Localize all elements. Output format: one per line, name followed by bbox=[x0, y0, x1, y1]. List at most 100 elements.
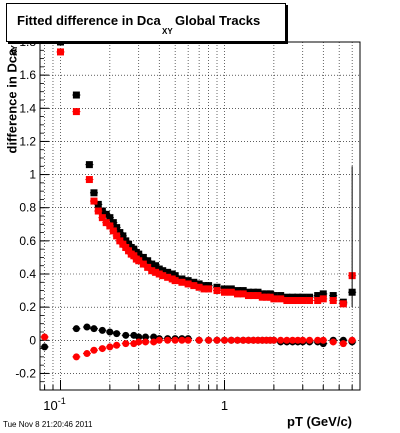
series-group bbox=[40, 35, 357, 308]
x-tick-labels: 10-1 1 bbox=[43, 396, 228, 413]
data-point-circle bbox=[277, 336, 285, 344]
data-point-circle bbox=[221, 336, 229, 344]
data-point-square bbox=[56, 38, 64, 46]
y-tick-label: 0.2 bbox=[19, 300, 36, 314]
data-point-circle bbox=[90, 325, 98, 333]
data-point-square bbox=[314, 292, 322, 300]
data-point-circle bbox=[164, 336, 172, 344]
data-point-circle bbox=[72, 353, 80, 361]
data-point-circle bbox=[294, 336, 302, 344]
data-point-square bbox=[171, 277, 179, 285]
data-point-circle bbox=[83, 350, 91, 358]
data-point-square bbox=[319, 290, 327, 298]
data-point-circle bbox=[329, 338, 337, 346]
data-point-square bbox=[94, 200, 102, 208]
data-point-square bbox=[90, 189, 98, 197]
y-tick-label: 0.6 bbox=[19, 234, 36, 248]
data-point-square bbox=[266, 293, 274, 301]
y-tick-label: 1.6 bbox=[19, 68, 36, 82]
data-point-square bbox=[94, 207, 102, 215]
data-point-square bbox=[102, 210, 110, 218]
data-point-square bbox=[98, 207, 106, 215]
data-point-square bbox=[329, 292, 337, 300]
data-point-square bbox=[289, 297, 297, 305]
y-tick-label: 0.8 bbox=[19, 201, 36, 215]
data-point-circle bbox=[135, 333, 143, 341]
data-point-circle bbox=[171, 336, 179, 344]
x-axis-label: pT (GeV/c) bbox=[287, 414, 353, 429]
data-point-circle bbox=[195, 336, 203, 344]
data-point-square bbox=[258, 293, 266, 301]
data-point-circle bbox=[270, 336, 278, 344]
data-point-circle bbox=[142, 338, 150, 346]
data-point-square bbox=[239, 290, 247, 298]
data-point-square bbox=[72, 91, 80, 99]
y-axis-label-subscript: XY bbox=[9, 45, 19, 56]
data-point-circle bbox=[289, 336, 297, 344]
title-subscript: XY bbox=[162, 27, 173, 36]
data-point-square bbox=[56, 48, 64, 56]
data-point-circle bbox=[142, 333, 150, 341]
data-point-square bbox=[144, 257, 152, 265]
data-point-square bbox=[249, 292, 257, 300]
data-point-circle bbox=[213, 336, 221, 344]
data-point-circle bbox=[41, 333, 49, 341]
data-point-circle bbox=[106, 343, 114, 351]
data-point-square bbox=[102, 219, 110, 227]
data-point-square bbox=[190, 282, 198, 290]
y-tick-label: 1 bbox=[29, 168, 36, 182]
y-tick-labels: -0.200.20.40.60.811.21.41.61.8 bbox=[15, 35, 36, 380]
data-point-square bbox=[299, 297, 307, 305]
data-point-circle bbox=[314, 336, 322, 344]
timestamp-footer: Tue Nov 8 21:20:46 2011 bbox=[3, 420, 93, 429]
data-point-square bbox=[72, 108, 80, 116]
data-point-square bbox=[294, 297, 302, 305]
data-point-circle bbox=[98, 326, 106, 334]
data-point-square bbox=[148, 260, 156, 268]
data-point-circle bbox=[283, 336, 291, 344]
data-point-square bbox=[152, 262, 160, 270]
axis-ticks bbox=[40, 41, 353, 391]
data-point-square bbox=[306, 297, 314, 305]
data-point-square bbox=[178, 278, 186, 286]
data-point-square bbox=[135, 257, 143, 265]
data-point-square bbox=[205, 285, 213, 293]
data-point-circle bbox=[348, 336, 356, 344]
data-point-square bbox=[85, 176, 93, 184]
data-point-square bbox=[98, 214, 106, 222]
data-point-circle bbox=[98, 345, 106, 353]
data-point-square bbox=[109, 227, 117, 235]
data-point-square bbox=[221, 288, 229, 296]
data-point-square bbox=[244, 292, 252, 300]
data-point-square bbox=[270, 295, 278, 303]
data-point-circle bbox=[90, 346, 98, 354]
data-point-circle bbox=[244, 336, 252, 344]
data-point-square bbox=[139, 253, 147, 261]
data-point-circle bbox=[155, 336, 163, 344]
data-point-square bbox=[233, 290, 241, 298]
series-group bbox=[40, 33, 357, 306]
title-box: Fitted difference in Dca XY Global Track… bbox=[6, 3, 286, 42]
x-tick-label: 10-1 bbox=[43, 396, 65, 413]
data-point-circle bbox=[233, 336, 241, 344]
data-point-square bbox=[213, 287, 221, 295]
data-point-square bbox=[339, 300, 347, 308]
data-point-square bbox=[200, 285, 208, 293]
data-point-circle bbox=[41, 343, 49, 351]
data-point-square bbox=[119, 232, 127, 240]
data-point-circle bbox=[122, 340, 130, 348]
data-point-square bbox=[90, 197, 98, 205]
data-point-square bbox=[159, 272, 167, 280]
data-point-square bbox=[148, 267, 156, 275]
data-point-circle bbox=[227, 336, 235, 344]
y-tick-label: 0.4 bbox=[19, 267, 36, 281]
data-point-circle bbox=[135, 338, 143, 346]
data-point-square bbox=[254, 292, 262, 300]
data-point-circle bbox=[113, 330, 121, 338]
y-tick-label: 1.2 bbox=[19, 134, 36, 148]
data-point-square bbox=[106, 214, 114, 222]
data-point-square bbox=[164, 273, 172, 281]
data-point-circle bbox=[122, 331, 130, 339]
series-group bbox=[40, 333, 357, 361]
